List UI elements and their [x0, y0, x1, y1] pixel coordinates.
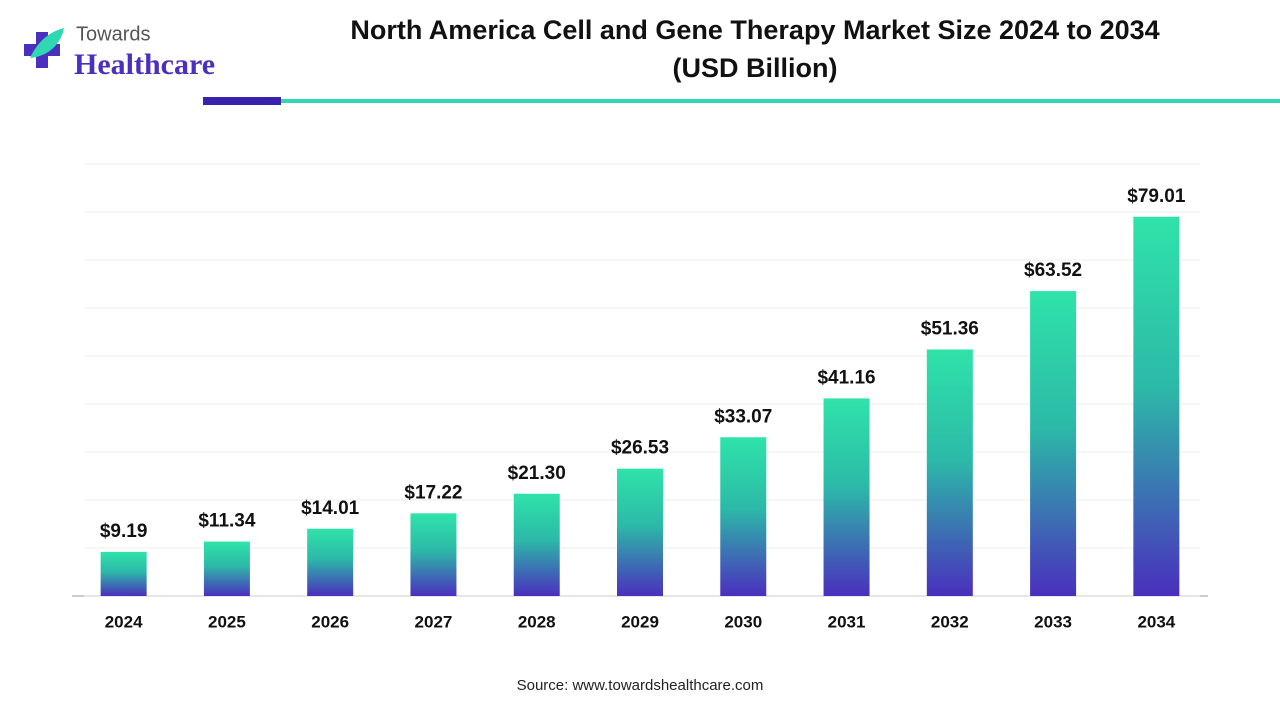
value-label: $26.53: [611, 438, 669, 459]
x-tick-label: 2029: [621, 612, 659, 631]
value-label: $9.19: [100, 521, 148, 542]
value-label: $21.30: [508, 463, 566, 484]
x-tick-label: 2034: [1137, 612, 1175, 631]
bar: [410, 513, 457, 596]
x-tick-label: 2030: [724, 612, 762, 631]
value-label: $51.36: [921, 318, 979, 339]
value-label: $41.16: [817, 367, 875, 388]
x-tick-label: 2027: [415, 612, 453, 631]
bar: [203, 541, 250, 596]
value-label: $33.07: [714, 406, 772, 427]
x-tick-label: 2024: [105, 612, 143, 631]
brand-line1: Towards: [76, 23, 150, 45]
bar: [617, 468, 663, 596]
header-accent: [203, 97, 281, 105]
bar: [307, 528, 354, 596]
bar: [513, 493, 560, 596]
bar: [926, 349, 973, 596]
chart-title: North America Cell and Gene Therapy Mark…: [350, 15, 1159, 45]
x-tick-label: 2025: [208, 612, 246, 631]
bar: [823, 398, 870, 596]
bar: [1133, 216, 1180, 596]
x-tick-label: 2031: [828, 612, 866, 631]
bar: [720, 437, 767, 596]
brand-line2: Healthcare: [74, 48, 215, 81]
value-label: $17.22: [404, 482, 462, 503]
value-label: $11.34: [198, 511, 255, 532]
x-tick-label: 2032: [931, 612, 969, 631]
value-label: $79.01: [1127, 186, 1186, 207]
value-label: $14.01: [301, 498, 360, 519]
chart-subtitle: (USD Billion): [673, 53, 838, 83]
x-tick-label: 2033: [1034, 612, 1072, 631]
bar: [1030, 291, 1077, 596]
x-tick-label: 2028: [518, 612, 556, 631]
header-rule: [281, 99, 1280, 103]
source: Source: www.towardshealthcare.com: [517, 677, 764, 694]
value-label: $63.52: [1024, 260, 1082, 281]
logo: Towards Healthcare: [24, 23, 215, 81]
x-tick-label: 2026: [311, 612, 349, 631]
bar: [100, 551, 147, 596]
